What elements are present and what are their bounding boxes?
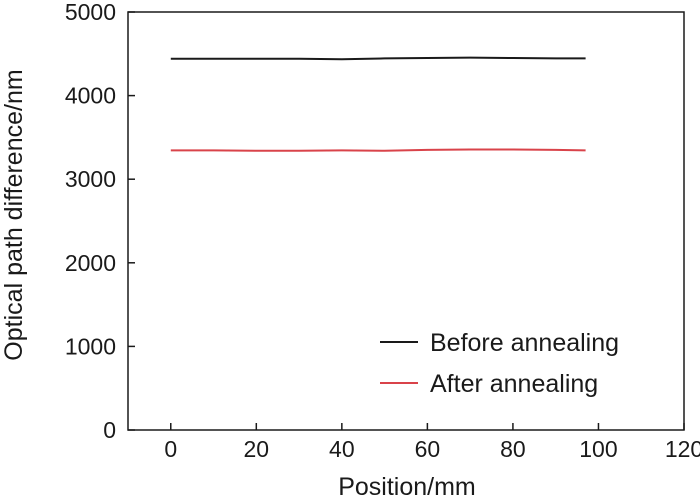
x-axis-ticks: 0 20 40 60 80 100 120 bbox=[164, 423, 700, 462]
x-tick-label: 100 bbox=[579, 436, 617, 462]
y-tick-label: 0 bbox=[103, 417, 116, 443]
y-axis-ticks: 0 1000 2000 3000 4000 5000 bbox=[65, 0, 135, 443]
x-axis-label: Position/mm bbox=[338, 473, 476, 501]
legend-label-after-annealing: After annealing bbox=[430, 370, 598, 398]
x-tick-label: 0 bbox=[164, 436, 177, 462]
plot-border bbox=[127, 11, 685, 431]
series-line-before-annealing bbox=[170, 56, 586, 61]
x-tick-label: 40 bbox=[329, 436, 355, 462]
legend: Before annealing After annealing bbox=[380, 329, 619, 398]
x-tick-label: 20 bbox=[244, 436, 270, 462]
y-tick-label: 4000 bbox=[65, 83, 116, 109]
y-tick-label: 1000 bbox=[65, 333, 116, 359]
legend-label-before-annealing: Before annealing bbox=[430, 329, 619, 357]
y-tick-label: 2000 bbox=[65, 250, 116, 276]
series-line-after-annealing bbox=[170, 148, 586, 152]
y-axis-label: Optical path difference/nm bbox=[0, 69, 28, 360]
plot-frame bbox=[127, 11, 685, 431]
y-tick-label: 5000 bbox=[65, 0, 116, 25]
x-tick-label: 120 bbox=[665, 436, 700, 462]
series-layer bbox=[170, 56, 586, 152]
y-tick-label: 3000 bbox=[65, 166, 116, 192]
x-tick-label: 80 bbox=[500, 436, 526, 462]
x-tick-label: 60 bbox=[415, 436, 441, 462]
